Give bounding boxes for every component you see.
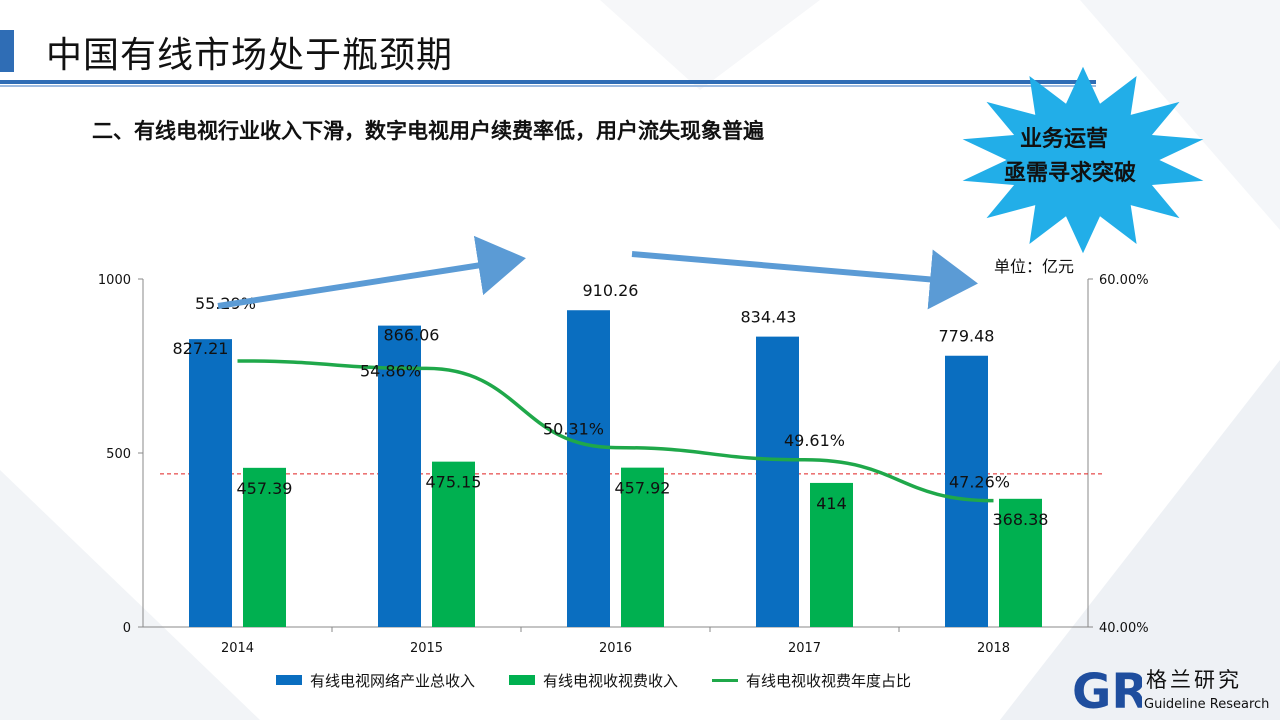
x-tick-label: 2016 (599, 641, 632, 656)
legend-item-total: 有线电视网络产业总收入 (276, 670, 475, 691)
data-label-fee-2018: 368.38 (993, 510, 1049, 529)
trend-arrow-down (631, 249, 978, 310)
data-label-total-2018: 779.48 (939, 327, 995, 346)
data-labels-group: 827.21 457.39 866.06 475.15 910.26 457.92 834.… (173, 281, 1049, 529)
company-logo: GR 格兰研究 Guideline Research (1072, 662, 1272, 720)
bar-fee-2017 (810, 482, 853, 627)
line-series-group (237, 359, 994, 503)
legend-swatch-total (276, 675, 302, 685)
unit-label: 单位：亿元 (994, 257, 1075, 276)
legend-label-total: 有线电视网络产业总收入 (310, 671, 476, 690)
legend-swatch-fee (509, 675, 536, 685)
legend-swatch-ratio (712, 678, 739, 682)
bar-fee-2015 (432, 461, 475, 627)
bar-total-2015 (378, 325, 421, 627)
callout-line-1: 业务运营 (1020, 127, 1108, 152)
y-left-tick-label: 500 (106, 447, 131, 462)
bar-total-2016 (567, 310, 610, 627)
x-tick-label: 2018 (977, 641, 1010, 656)
y-left-tick-label: 0 (123, 621, 131, 636)
x-tick-label: 2015 (410, 641, 443, 656)
logo-mark-text: GR (1072, 664, 1142, 718)
line-ratio (237, 359, 994, 503)
bar-total-2014 (189, 339, 232, 627)
callout-line-2: 亟需寻求突破 (1004, 160, 1136, 186)
logo-text-cn: 格兰研究 (1146, 668, 1242, 692)
data-label-total-2015: 866.06 (384, 326, 440, 345)
y-left-tick-label: 1000 (98, 273, 131, 288)
logo-mark-icon: GR (1072, 664, 1148, 720)
data-label-fee-2017: 414 (816, 494, 847, 513)
title-divider (0, 80, 1096, 84)
title-divider-light (0, 85, 1096, 87)
data-label-total-2017: 834.43 (741, 308, 797, 327)
x-tick-label: 2014 (221, 641, 254, 656)
chart-axes: 0 500 1000 40.00% 60.00% 2014 2015 2016 2017 2018 (98, 273, 1149, 656)
legend-item-fee: 有线电视收视费收入 (509, 670, 678, 691)
title-accent-bar (0, 30, 14, 72)
page-subtitle: 二、有线电视行业收入下滑，数字电视用户续费率低，用户流失现象普遍 (92, 119, 764, 143)
legend-label-fee: 有线电视收视费收入 (543, 671, 679, 690)
page-title: 中国有线市场处于瓶颈期 (46, 35, 454, 76)
data-label-ratio-2015: 54.86% (360, 361, 421, 380)
data-label-total-2014: 827.21 (173, 339, 229, 358)
bar-total-2018 (945, 355, 988, 627)
trend-arrow-up (217, 235, 526, 309)
y-right-tick-label: 40.00% (1099, 621, 1149, 636)
data-label-ratio-2018: 47.26% (949, 473, 1010, 492)
data-label-ratio-2016: 50.31% (543, 420, 604, 439)
trend-arrows (217, 235, 978, 310)
data-label-fee-2015: 475.15 (426, 473, 482, 492)
legend-label-ratio: 有线电视收视费年度占比 (746, 671, 912, 690)
bar-fee-2014 (243, 467, 286, 627)
x-tick-label: 2017 (788, 641, 821, 656)
legend-item-ratio: 有线电视收视费年度占比 (712, 670, 911, 691)
starburst-shape (962, 66, 1204, 254)
logo-text-en: Guideline Research (1144, 697, 1270, 712)
callout-starburst: 业务运营 亟需寻求突破 (962, 66, 1204, 254)
data-label-ratio-2017: 49.61% (784, 431, 845, 450)
chart-legend: 有线电视网络产业总收入 有线电视收视费收入 有线电视收视费年度占比 (276, 668, 945, 692)
data-label-fee-2014: 457.39 (237, 479, 293, 498)
y-right-tick-label: 60.00% (1099, 273, 1149, 288)
data-label-total-2016: 910.26 (583, 281, 639, 300)
data-label-fee-2016: 457.92 (615, 479, 671, 498)
bar-fee-2016 (621, 467, 664, 627)
bar-fee-2018 (999, 498, 1042, 627)
bars-group (189, 310, 1042, 627)
bar-total-2017 (756, 336, 799, 627)
